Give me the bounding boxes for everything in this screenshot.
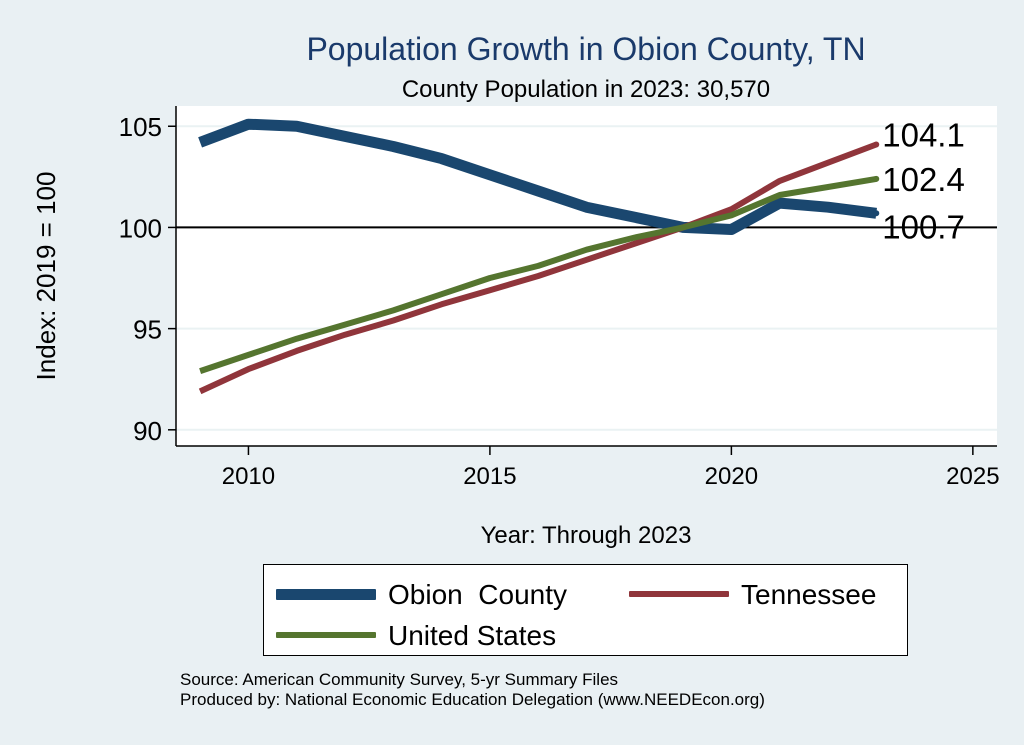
x-tick-label-2010: 2010	[222, 463, 275, 490]
series-end-point-tennessee	[873, 141, 880, 148]
y-tick-label-90: 90	[133, 416, 162, 446]
y-tick-label-95: 95	[133, 315, 162, 345]
legend: Obion County Tennessee United States	[263, 564, 908, 656]
axes: 90 95 100 105 2010 2015 2020 2025	[119, 106, 1000, 490]
series-end-point-united-states	[873, 175, 880, 182]
end-label-tennessee: 104.1	[882, 116, 965, 153]
end-labels: 100.7 104.1 102.4	[882, 116, 965, 245]
legend-label-obion: Obion County	[388, 579, 567, 610]
chart-subtitle: County Population in 2023: 30,570	[402, 76, 770, 103]
series-lines	[198, 118, 880, 395]
series-line-united-states	[199, 175, 877, 374]
legend-label-us: United States	[388, 620, 557, 651]
series-line-obion-county	[198, 118, 877, 235]
x-tick-label-2020: 2020	[705, 463, 758, 490]
legend-swatch-us	[276, 632, 376, 638]
y-axis-label: Index: 2019 = 100	[31, 172, 61, 381]
legend-swatch-obion	[276, 589, 376, 600]
series-end-point-obion-county	[873, 210, 880, 217]
end-label-united-states: 102.4	[882, 161, 965, 198]
y-tick-label-105: 105	[119, 112, 162, 142]
x-axis-label: Year: Through 2023	[481, 522, 692, 549]
legend-swatch-tennessee	[629, 591, 729, 597]
series-line-tennessee	[198, 141, 878, 395]
plot-area	[176, 106, 997, 446]
produced-note: Produced by: National Economic Education…	[180, 690, 765, 709]
y-tick-label-100: 100	[119, 213, 162, 243]
x-tick-label-2015: 2015	[463, 463, 516, 490]
end-label-obion-county: 100.7	[882, 208, 965, 245]
x-tick-label-2025: 2025	[946, 463, 999, 490]
legend-label-tennessee: Tennessee	[741, 579, 877, 610]
chart-title: Population Growth in Obion County, TN	[306, 31, 865, 67]
chart-notes: Source: American Community Survey, 5-yr …	[180, 670, 765, 710]
source-note: Source: American Community Survey, 5-yr …	[180, 670, 619, 689]
